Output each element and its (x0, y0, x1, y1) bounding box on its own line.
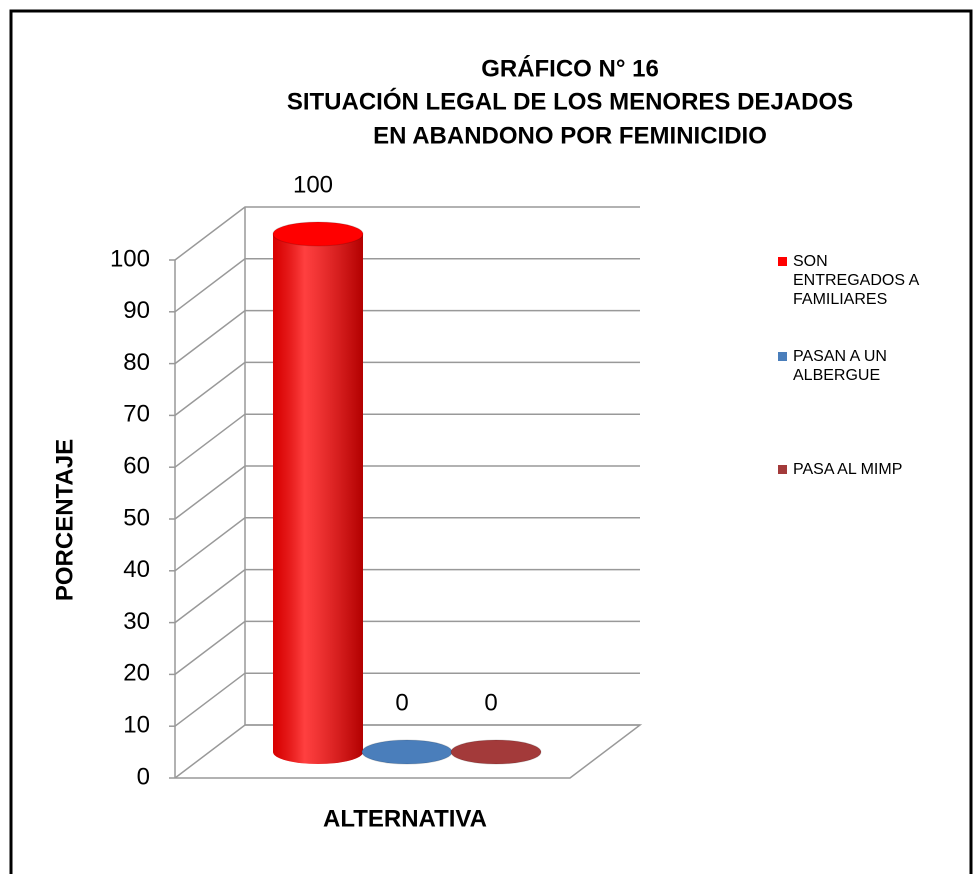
y-tick-label: 50 (123, 504, 150, 531)
grid-line (174, 258, 640, 313)
y-tick-label: 30 (123, 608, 150, 635)
grid-line (174, 620, 640, 675)
bar-top (272, 221, 364, 247)
legend-entry: PASAN A UN ALBERGUE (778, 347, 943, 385)
legend-entry: PASA AL MIMP (778, 460, 958, 479)
grid-line (174, 672, 640, 727)
value-label: 0 (484, 689, 497, 716)
grid-line (174, 309, 640, 365)
y-tick-label: 90 (123, 297, 150, 324)
legend-label: PASA AL MIMP (793, 461, 903, 478)
y-tick-label: 70 (123, 401, 150, 428)
legend-entry: SON ENTREGADOS A FAMILIARES (778, 252, 943, 309)
grid-line (174, 724, 640, 779)
chart-title: SITUACIÓN LEGAL DE LOS MENORES DEJADOS (287, 87, 853, 115)
grid-line (174, 413, 640, 468)
y-tick-label: 60 (123, 453, 150, 480)
value-label: 100 (293, 171, 333, 198)
chart-title: EN ABANDONO POR FEMINICIDIO (373, 122, 767, 149)
bar-top (361, 739, 453, 765)
legend-swatch (778, 352, 787, 361)
frame (9, 9, 973, 874)
legend-swatch (778, 257, 787, 266)
value-label: 0 (395, 689, 408, 716)
legend-swatch (778, 465, 787, 474)
y-tick-label: 20 (123, 660, 150, 687)
legend-label: SON ENTREGADOS A FAMILIARES (793, 253, 919, 308)
y-tick-label: 100 (110, 245, 150, 272)
grid-line (174, 517, 640, 572)
grid-line (174, 206, 640, 261)
bar-top (450, 739, 542, 765)
grid-line (174, 465, 640, 520)
y-tick-label: 40 (123, 556, 150, 583)
grid-line (174, 568, 640, 624)
grid-line (174, 361, 640, 416)
chart-title: GRÁFICO N° 16 (481, 54, 659, 82)
y-axis-label: PORCENTAJE (51, 439, 78, 601)
bar-shade (273, 234, 363, 764)
x-axis-label: ALTERNATIVA (323, 805, 487, 832)
y-tick-label: 0 (137, 763, 150, 790)
y-tick-label: 80 (123, 349, 150, 376)
legend-label: PASAN A UN ALBERGUE (793, 348, 887, 384)
y-tick-label: 10 (123, 712, 150, 739)
